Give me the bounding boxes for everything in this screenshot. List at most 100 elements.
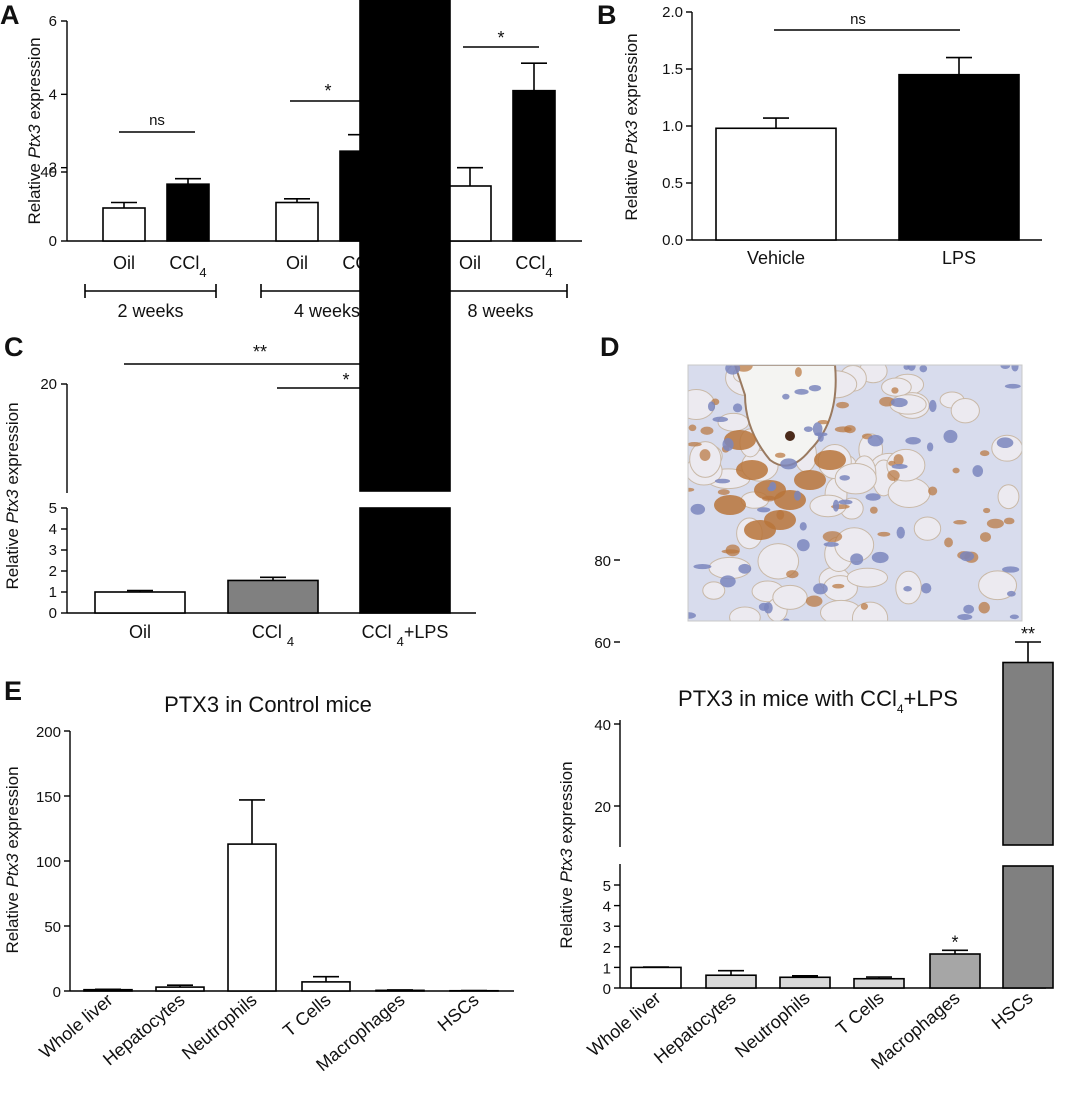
x-category-label: HSCs [434,990,483,1036]
y-axis-title: Relative Ptx3 expression [557,761,576,948]
nucleus [919,365,928,373]
bar-upper-segment [359,0,451,492]
chart-title: PTX3 in mice with CCl4+LPS [678,686,958,716]
x-category-label: CCl4 [169,253,206,280]
dab-stain [688,442,702,447]
bar-vehicle [715,127,837,241]
nucleus [688,612,696,619]
error-bar [127,589,153,592]
histology-image [688,365,1022,621]
y-tick-label: 5 [603,878,611,895]
y-tick-label: 1 [49,584,57,601]
y-tick-label: 3 [603,919,611,936]
cell [717,412,750,432]
panel-label-a: A [0,0,20,30]
nucleus [794,490,801,501]
error-bar [167,984,193,988]
nucleus [814,432,828,437]
dab-stain [877,531,891,537]
y-tick-label: 1.5 [662,61,683,78]
nucleus [714,478,731,484]
dab-stain [822,531,843,543]
x-category-label: T Cells [832,988,888,1039]
bar [929,953,981,989]
nucleus [794,388,809,395]
x-category-label: Oil [286,253,308,273]
bar [155,986,205,992]
y-tick-label: 0.5 [662,175,683,192]
significance-marker: * [324,81,331,101]
x-category-label: CCl 4+LPS [362,622,449,649]
nucleus [757,507,771,513]
image-frame [687,364,1023,622]
y-tick-label: 6 [49,13,57,30]
nucleus [823,541,839,547]
nucleus [871,551,889,564]
cell [881,377,912,397]
significance-marker: ** [1021,624,1035,644]
error-bar [239,799,265,845]
dab-stain [817,420,829,425]
dab-stain [869,506,878,514]
nucleus [959,551,975,562]
nucleus [808,384,822,392]
nucleus [799,522,807,531]
bar-lower-segment [1002,865,1054,989]
dab-stain [774,490,806,510]
dab-stain [888,460,896,466]
x-category-label: T Cells [279,990,335,1041]
dab-stain [983,507,991,514]
y-tick-label: 40 [40,164,57,181]
nucleus [720,575,736,588]
x-category-label: Hepatocytes [650,988,740,1068]
error-bar [284,198,310,203]
nucleus [943,429,958,444]
nucleus [926,442,934,452]
dab-stain [814,450,846,470]
nucleus [957,613,973,621]
dab-stain [774,452,786,458]
nucleus [907,365,916,371]
y-tick-label: 150 [36,789,61,806]
dab-stain [805,595,823,607]
significance-marker: ** [253,342,267,362]
x-category-label: CCl 4 [252,622,294,649]
x-category-label: Vehicle [747,248,805,268]
nucleus [803,426,813,432]
dab-stain [953,520,967,525]
x-category-label: Neutrophils [731,988,814,1062]
nucleus [865,493,881,501]
significance-marker: * [951,932,958,952]
error-bar [521,62,547,91]
y-tick-label: 2.0 [662,4,683,21]
y-tick-label: 1 [603,960,611,977]
nucleus [782,393,790,400]
group-label: 4 weeks [294,301,360,321]
cell [950,397,980,424]
y-tick-label: 0 [603,981,611,998]
y-tick-label: 3 [49,542,57,559]
nucleus [891,464,908,469]
bar-lps [898,73,1020,241]
nucleus [972,465,984,477]
dab-stain [699,449,711,461]
nucleus [725,365,741,375]
dab-stain [891,387,899,394]
y-axis-title: Relative Ptx3 expression [3,766,22,953]
bar [227,579,319,614]
y-tick-label: 4 [49,521,57,538]
x-category-label: LPS [942,248,976,268]
dab-stain [736,460,768,480]
error-bar [260,576,286,581]
error-bar [175,177,201,185]
dab-stain [688,424,697,432]
dab-stain [986,518,1004,529]
dab-stain [834,426,852,433]
dab-stain [688,487,695,492]
y-tick-label: 200 [36,724,61,741]
error-bar [792,975,818,978]
cell-in-lumen [785,431,795,441]
y-tick-label: 4 [49,86,57,103]
y-tick-label: 4 [603,899,611,916]
